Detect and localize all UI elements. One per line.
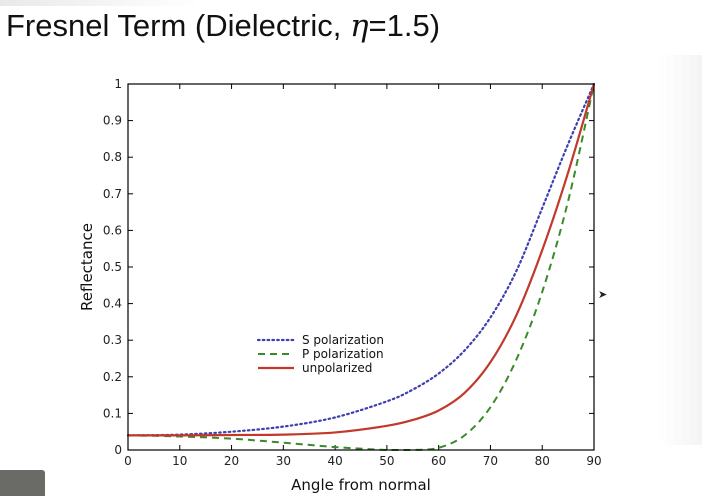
title-eta-symbol: η bbox=[349, 8, 369, 44]
y-tick-label: 0.9 bbox=[103, 114, 122, 128]
top-edge-shadow bbox=[0, 0, 200, 6]
y-tick-label: 0.2 bbox=[103, 370, 122, 384]
y-tick-label: 0.1 bbox=[103, 406, 122, 420]
y-tick-label: 0.8 bbox=[103, 150, 122, 164]
video-thumbnail[interactable] bbox=[0, 470, 45, 496]
x-tick-label: 50 bbox=[379, 454, 394, 468]
y-tick-label: 0.6 bbox=[103, 223, 122, 237]
y-tick-label: 0.3 bbox=[103, 333, 122, 347]
mouse-cursor-icon: ➤ bbox=[598, 289, 608, 301]
y-tick-label: 1 bbox=[114, 77, 122, 91]
y-axis-label: Reflectance bbox=[78, 223, 96, 311]
x-tick-label: 10 bbox=[172, 454, 187, 468]
x-tick-label: 90 bbox=[586, 454, 601, 468]
y-tick-label: 0.5 bbox=[103, 260, 122, 274]
series-line-p-polarization bbox=[127, 83, 595, 452]
x-tick-label: 30 bbox=[276, 454, 291, 468]
x-tick-label: 20 bbox=[224, 454, 239, 468]
y-tick-label: 0.7 bbox=[103, 187, 122, 201]
title-suffix: =1.5) bbox=[368, 8, 441, 43]
legend-label: P polarization bbox=[302, 347, 384, 361]
tick-labels: 0 10 20 30 40 50 60 70 80 90 0 0.1 0.2 0.3 0.4 0.5 0.6 0.… bbox=[103, 77, 602, 468]
x-axis-label: Angle from normal bbox=[291, 476, 431, 494]
slide-title: Fresnel Term (Dielectric, η=1.5) bbox=[6, 8, 440, 44]
series-line-s-polarization bbox=[126, 82, 596, 437]
x-tick-label: 40 bbox=[327, 454, 342, 468]
legend-label: unpolarized bbox=[302, 361, 372, 375]
x-tick-label: 70 bbox=[483, 454, 498, 468]
series-layer bbox=[126, 82, 596, 452]
right-edge-shadow bbox=[658, 55, 702, 445]
axis-ticks bbox=[127, 83, 595, 451]
plot-frame bbox=[127, 83, 595, 451]
legend-label: S polarization bbox=[302, 333, 384, 347]
x-tick-label: 60 bbox=[431, 454, 446, 468]
title-prefix: Fresnel Term (Dielectric, bbox=[6, 8, 350, 43]
x-tick-label: 0 bbox=[124, 454, 132, 468]
x-tick-label: 80 bbox=[535, 454, 550, 468]
series-line-unpolarized bbox=[127, 83, 596, 437]
y-tick-label: 0 bbox=[114, 443, 122, 457]
y-tick-label: 0.4 bbox=[103, 297, 122, 311]
